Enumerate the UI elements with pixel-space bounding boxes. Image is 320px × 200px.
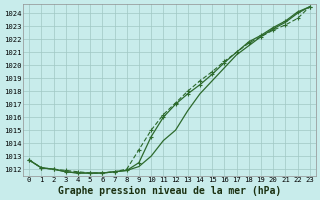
X-axis label: Graphe pression niveau de la mer (hPa): Graphe pression niveau de la mer (hPa) [58, 186, 281, 196]
